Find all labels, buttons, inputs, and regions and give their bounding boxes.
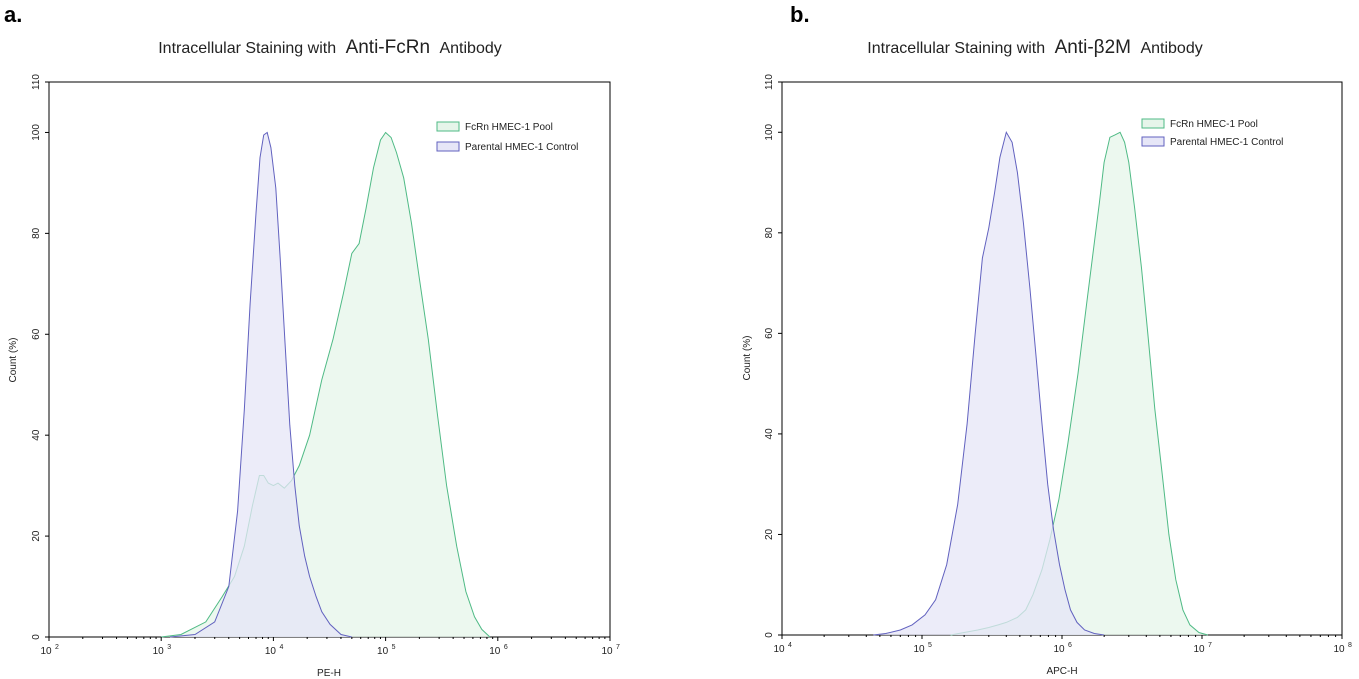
x-tick-exponent: 6 <box>504 644 508 651</box>
legend-a: FcRn HMEC-1 Pool Parental HMEC-1 Control <box>436 121 578 153</box>
x-tick-exponent: 2 <box>55 644 59 651</box>
legend-label-fcrn-b: FcRn HMEC-1 Pool <box>1170 119 1258 130</box>
y-tick-label: 80 <box>764 227 775 239</box>
x-tick-exponent: 5 <box>392 644 396 651</box>
area-fcrn-hmec-1-pool <box>161 132 490 637</box>
y-tick-label: 110 <box>31 74 42 90</box>
legend-swatch-parental-a <box>436 141 460 152</box>
legend-swatch-parental-b <box>1141 136 1165 147</box>
title-prefix-a: Intracellular Staining with <box>158 40 336 57</box>
x-tick-exponent: 5 <box>928 642 932 649</box>
chart-title-a: Intracellular Staining with Anti-FcRn An… <box>158 37 502 58</box>
x-tick-label: 10 <box>489 646 501 657</box>
area-parental-hmec-1-control <box>873 132 1105 636</box>
x-tick-exponent: 7 <box>1208 642 1212 649</box>
area-parental-hmec-1-control <box>170 132 352 637</box>
y-tick-label: 40 <box>31 429 42 441</box>
y-tick-label: 40 <box>764 428 775 440</box>
legend-b: FcRn HMEC-1 Pool Parental HMEC-1 Control <box>1141 118 1283 148</box>
y-tick-label: 0 <box>31 634 42 640</box>
line-parental-hmec-1-control <box>873 130 1105 636</box>
x-tick-label: 10 <box>265 646 277 657</box>
y-tick-label: 110 <box>764 74 775 90</box>
x-tick-label: 10 <box>153 646 165 657</box>
y-tick-label: 0 <box>764 632 775 638</box>
y-tick-label: 20 <box>764 528 775 540</box>
legend-label-parental-b: Parental HMEC-1 Control <box>1170 137 1283 148</box>
title-highlight-b: Anti-β2M <box>1055 37 1131 58</box>
x-tick-exponent: 3 <box>167 644 171 651</box>
legend-swatch-fcrn-b <box>1141 118 1165 129</box>
x-tick-label: 10 <box>773 644 785 655</box>
y-tick-label: 20 <box>31 530 42 542</box>
panel-a: a. Intracellular Staining with Anti-FcRn… <box>4 2 620 679</box>
x-tick-exponent: 7 <box>616 644 620 651</box>
y-tick-label: 100 <box>31 124 42 141</box>
title-suffix-b: Antibody <box>1140 40 1202 57</box>
legend-swatch-fcrn-a <box>436 121 460 132</box>
y-axis-label-b: Count (%) <box>742 335 753 380</box>
x-tick-label: 10 <box>1193 644 1205 655</box>
x-axis-label-a: PE-H <box>317 668 341 679</box>
x-tick-exponent: 4 <box>279 644 283 651</box>
y-tick-label: 60 <box>764 327 775 339</box>
x-tick-label: 10 <box>377 646 389 657</box>
series-layer-a <box>161 131 491 638</box>
x-axis-label-b: APC-H <box>1046 666 1077 677</box>
x-tick-exponent: 8 <box>1348 642 1352 649</box>
x-tick-label: 10 <box>601 646 613 657</box>
y-tick-label: 60 <box>31 328 42 340</box>
series-layer-b <box>873 130 1208 636</box>
legend-label-fcrn-a: FcRn HMEC-1 Pool <box>465 122 553 133</box>
y-tick-label: 100 <box>764 123 775 140</box>
panel-label-a: a. <box>4 2 22 27</box>
x-tick-label: 10 <box>40 646 52 657</box>
title-suffix-a: Antibody <box>439 40 501 57</box>
x-tick-label: 10 <box>1053 644 1065 655</box>
chart-title-b: Intracellular Staining with Anti-β2M Ant… <box>867 37 1202 58</box>
x-tick-label: 10 <box>913 644 925 655</box>
title-prefix-b: Intracellular Staining with <box>867 40 1045 57</box>
legend-label-parental-a: Parental HMEC-1 Control <box>465 142 578 153</box>
panel-label-b: b. <box>790 2 810 27</box>
title-highlight-a: Anti-FcRn <box>346 37 430 58</box>
x-tick-label: 10 <box>1333 644 1345 655</box>
y-tick-label: 80 <box>31 227 42 239</box>
x-tick-exponent: 6 <box>1068 642 1072 649</box>
area-fcrn-hmec-1-pool <box>950 132 1208 636</box>
panel-b: b. Intracellular Staining with Anti-β2M … <box>742 2 1352 677</box>
y-axis-label-a: Count (%) <box>8 337 19 382</box>
line-parental-hmec-1-control <box>170 131 352 638</box>
x-tick-exponent: 4 <box>788 642 792 649</box>
